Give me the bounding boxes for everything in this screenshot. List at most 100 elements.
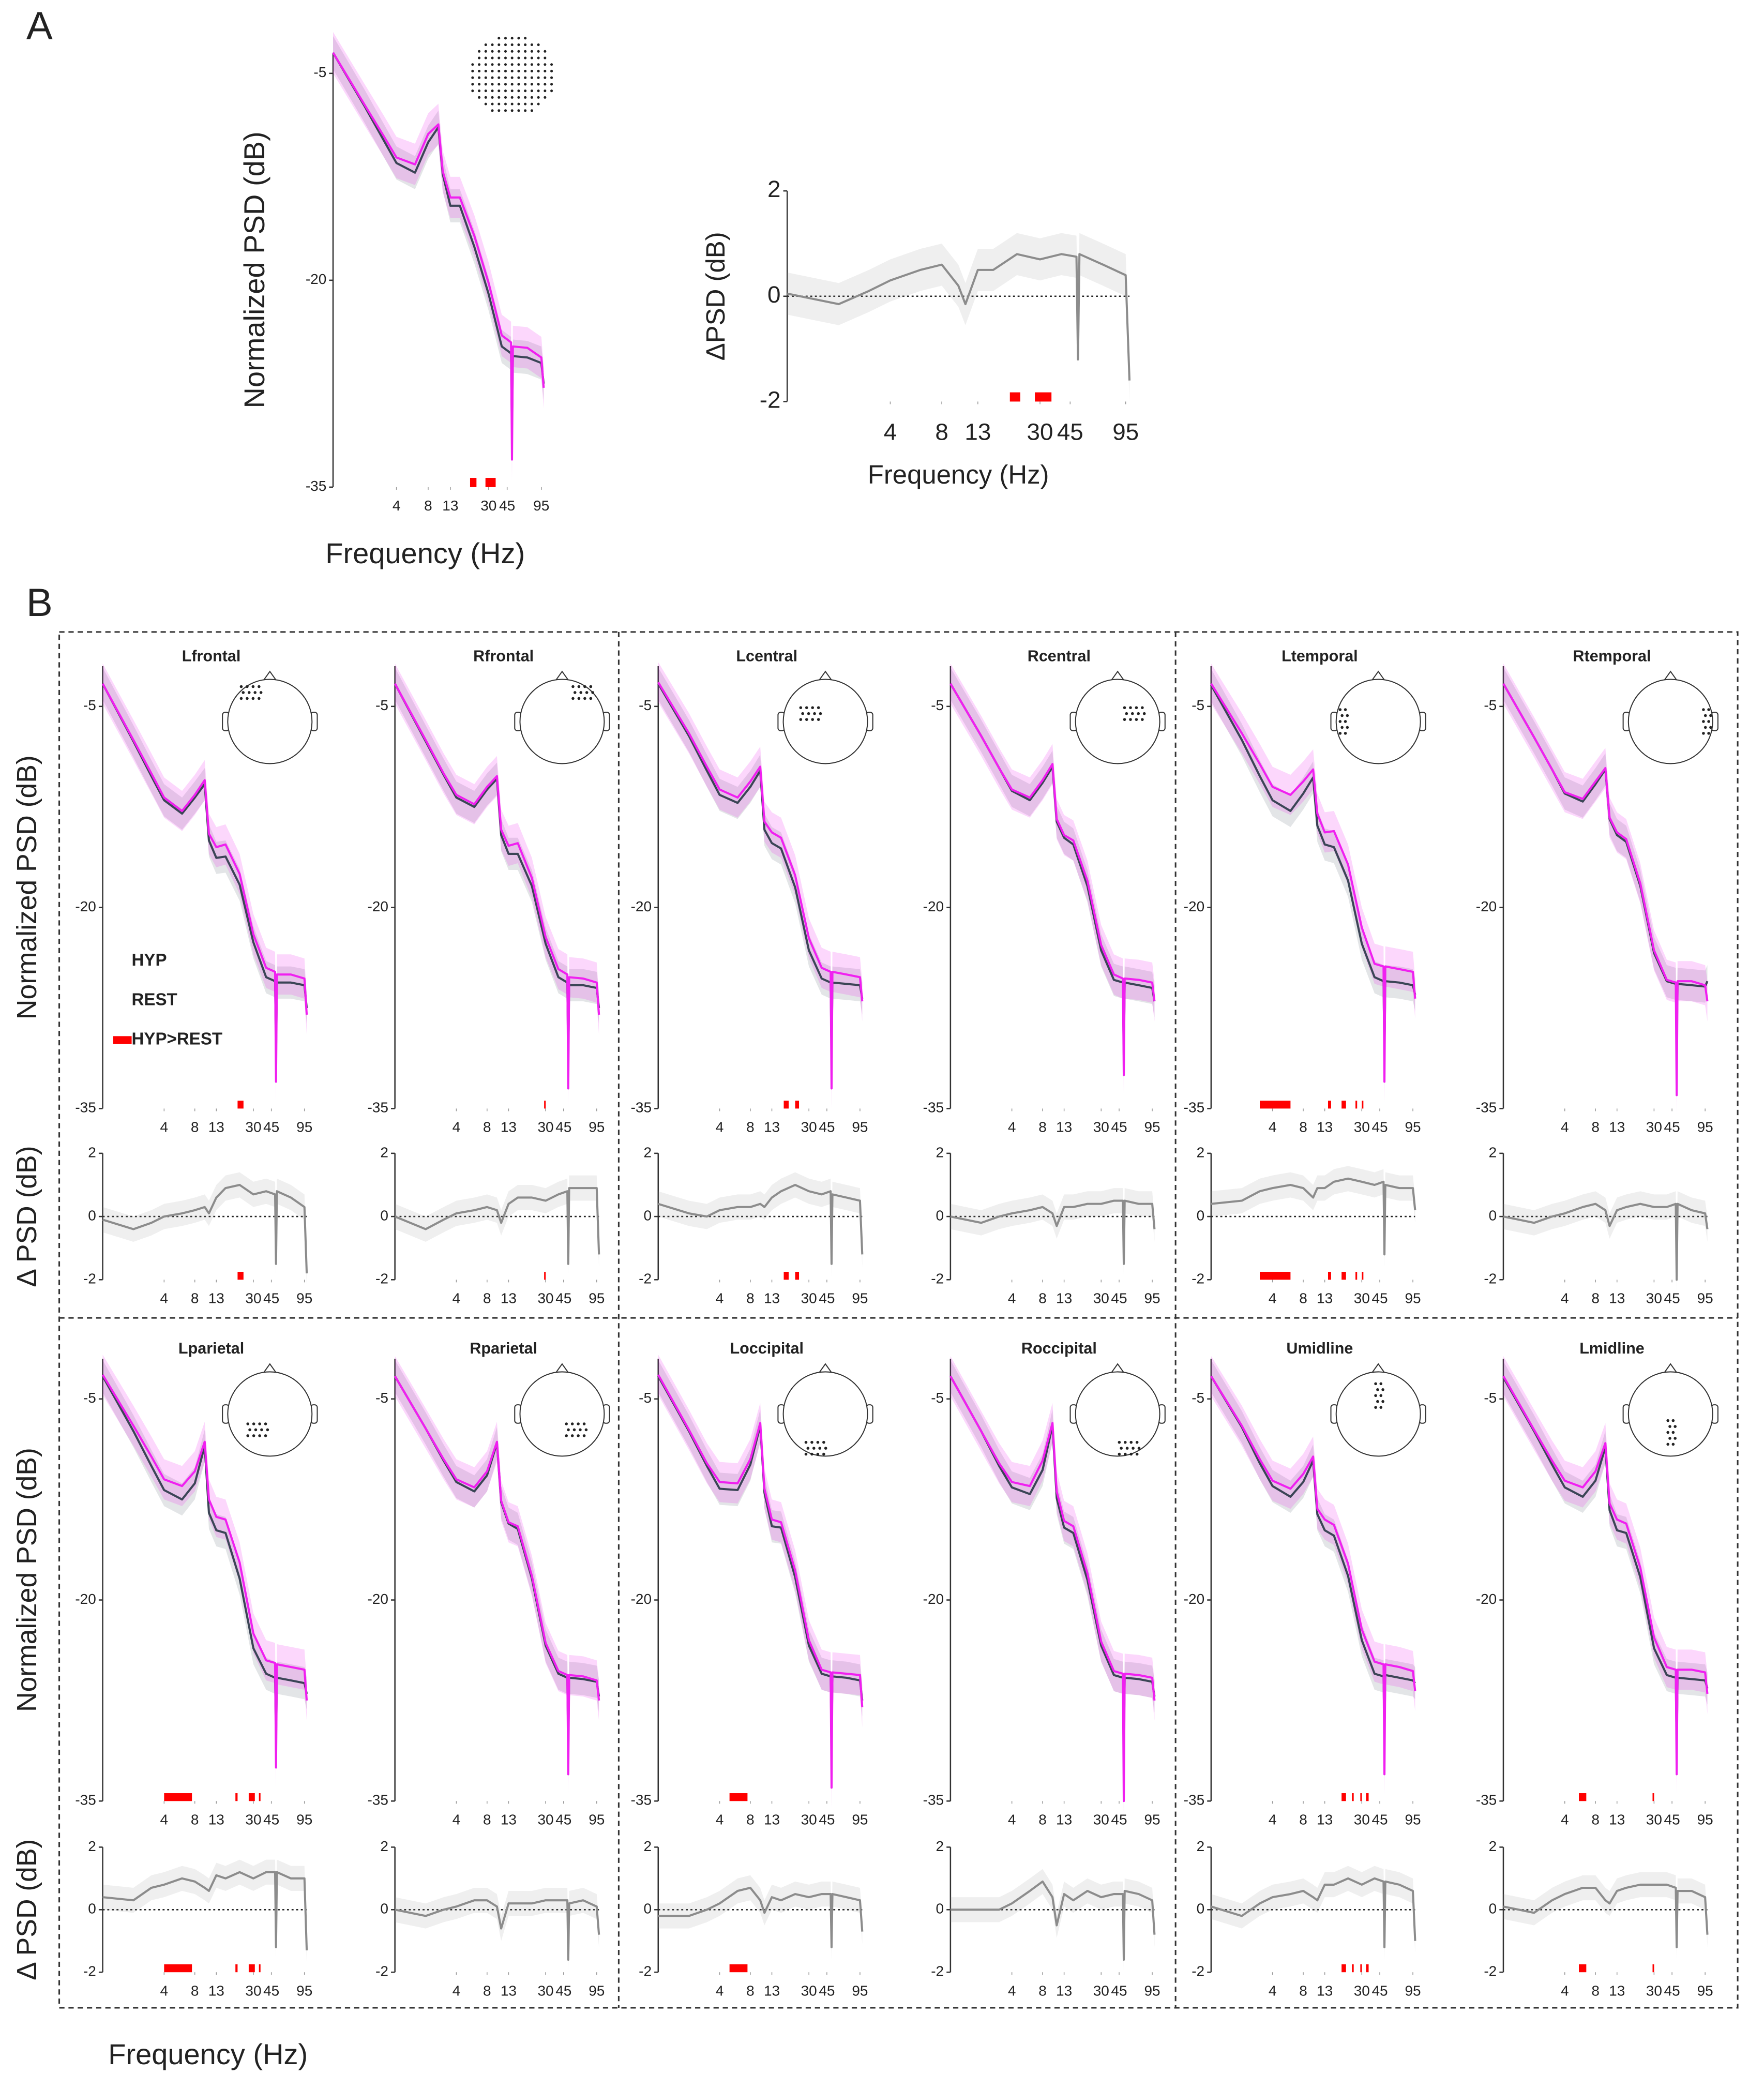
significance-bar: [259, 1964, 261, 1973]
electrode: [1376, 1400, 1379, 1403]
y-tick-label: 0: [1197, 1207, 1205, 1223]
chart-title: Rtemporal: [1573, 647, 1651, 665]
electrode: [478, 50, 481, 53]
x-tick-label: 13: [1317, 1290, 1333, 1306]
electrode: [478, 83, 481, 86]
significance-bar: [1341, 1101, 1346, 1109]
x-tick-label: 4: [1561, 1982, 1569, 1998]
head-outline: [227, 679, 313, 764]
x-tick-label: 8: [746, 1982, 755, 1998]
x-tick-label: 45: [1111, 1119, 1127, 1135]
y-tick-label: 2: [1197, 1838, 1205, 1854]
x-tick-label: 30: [537, 1982, 553, 1998]
electrode: [537, 76, 540, 79]
x-tick-label: 4: [1561, 1119, 1569, 1135]
electrode: [544, 50, 547, 53]
x-tick-label: 8: [1038, 1982, 1047, 1998]
x-tick-label: 95: [589, 1811, 605, 1827]
y-tick-label: 0: [643, 1901, 652, 1917]
y-tick-label: 0: [936, 1901, 944, 1917]
electrode: [510, 56, 514, 59]
y-tick-label: -35: [75, 1100, 96, 1116]
x-tick-label: 4: [1008, 1119, 1016, 1135]
error-band: [950, 1869, 1155, 1973]
electrode: [491, 43, 494, 47]
x-tick-label: 45: [1664, 1982, 1680, 1998]
y-tick-label: -20: [75, 1591, 96, 1607]
panel-label: A: [26, 4, 53, 48]
electrode: [258, 1434, 261, 1437]
x-tick-label: 45: [1664, 1290, 1680, 1306]
electrode: [537, 69, 540, 73]
y-tick-label: -20: [75, 898, 96, 914]
significance-bar: [259, 1793, 261, 1801]
y-tick-label: -20: [631, 1591, 652, 1607]
y-tick-label: -2: [639, 1271, 652, 1287]
electrode: [537, 102, 540, 106]
electrode: [1135, 1452, 1139, 1456]
head-nose: [263, 670, 277, 681]
electrode: [484, 43, 487, 47]
data-line: [101, 1374, 308, 1769]
data-line: [950, 1199, 1156, 1265]
significance-bar: [729, 1964, 748, 1973]
electrode: [801, 712, 804, 715]
significance-bar: [235, 1793, 238, 1801]
x-tick-label: 30: [1354, 1811, 1370, 1827]
head-outline: [1075, 1371, 1160, 1457]
electrode: [811, 718, 815, 721]
x-tick-label: 45: [1111, 1982, 1127, 1998]
electrode: [1118, 1452, 1121, 1456]
y-tick-label: -35: [1476, 1792, 1497, 1808]
y-tick-label: -5: [1192, 1390, 1204, 1406]
x-tick-label: 45: [1371, 1811, 1388, 1827]
electrode: [804, 1452, 808, 1456]
x-tick-label: 4: [453, 1811, 461, 1827]
electrode: [577, 697, 581, 700]
electrode: [251, 685, 255, 688]
x-tick-label: 95: [1405, 1811, 1421, 1827]
electrode: [537, 56, 540, 59]
y-tick-label: -5: [375, 1390, 388, 1406]
electrode: [589, 685, 593, 688]
y-tick-label: -20: [367, 1591, 388, 1607]
chart-title: Lparietal: [178, 1340, 244, 1357]
x-tick-label: 30: [1354, 1982, 1370, 1998]
electrode: [1125, 712, 1128, 715]
x-tick-label: 45: [819, 1119, 835, 1135]
electrode: [550, 83, 553, 86]
x-tick-label: 45: [263, 1119, 279, 1135]
significance-bar: [1366, 1793, 1369, 1801]
data-line: [394, 1187, 600, 1265]
panel-label: B: [26, 581, 53, 625]
data-line: [950, 1880, 1156, 1961]
chart-title: Loccipital: [730, 1340, 804, 1357]
electrode: [510, 50, 514, 53]
y-tick-label: -2: [639, 1963, 652, 1979]
electrode: [248, 1428, 251, 1432]
electrode: [806, 1447, 810, 1450]
x-tick-label: 13: [1317, 1119, 1333, 1135]
electrode: [510, 43, 514, 47]
y-tick-label: -5: [1484, 697, 1497, 713]
electrode: [260, 1428, 263, 1432]
significance-bar: [248, 1793, 255, 1801]
electrode: [266, 1428, 269, 1432]
electrode: [816, 1452, 820, 1456]
electrode: [577, 1434, 580, 1437]
y-tick-label: -20: [923, 1591, 944, 1607]
head-outline: [519, 679, 605, 764]
error-band: [950, 1360, 1155, 1764]
x-tick-label: 30: [1093, 1811, 1109, 1827]
x-tick-label: 8: [1299, 1982, 1307, 1998]
electrode: [567, 1428, 570, 1432]
electrode: [524, 69, 527, 73]
electrode: [524, 109, 527, 112]
data-line: [658, 1183, 864, 1265]
electrode: [524, 37, 527, 40]
electrode: [504, 63, 507, 66]
x-tick-label: 8: [1299, 1119, 1307, 1135]
electrode: [1668, 1425, 1671, 1428]
electrode: [544, 83, 547, 86]
electrode: [258, 1422, 261, 1425]
